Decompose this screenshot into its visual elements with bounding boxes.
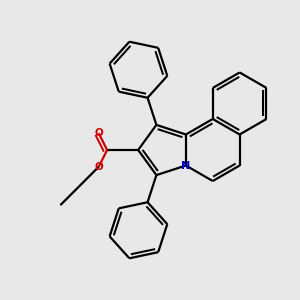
Text: O: O: [94, 128, 103, 138]
Text: O: O: [94, 162, 103, 172]
Text: N: N: [181, 160, 190, 170]
